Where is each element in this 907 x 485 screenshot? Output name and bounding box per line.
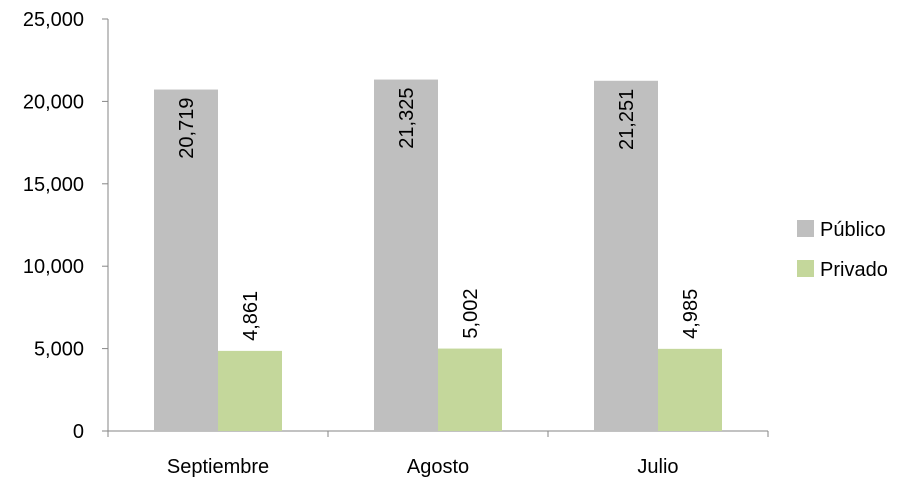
y-tick-label: 5,000 xyxy=(34,339,84,361)
x-category-label: Agosto xyxy=(407,456,469,478)
data-label-privado: 4,985 xyxy=(680,289,702,339)
axes: 0 5,000 10,000 15,000 20,000 25,000 Septiembre… xyxy=(23,9,769,478)
bar-público xyxy=(154,89,218,432)
y-tick-label: 10,000 xyxy=(23,256,84,278)
bar-privado xyxy=(658,348,722,431)
data-label-privado: 4,861 xyxy=(240,291,262,341)
y-tick-label: 0 xyxy=(73,421,84,443)
y-tick-label: 20,000 xyxy=(23,91,84,113)
data-labels: 20,719 4,861 21,325 5,002 21,251 4,985 xyxy=(176,88,702,341)
data-label-público: 21,251 xyxy=(616,89,638,150)
bar-privado xyxy=(438,348,502,431)
y-tick-label: 15,000 xyxy=(23,174,84,196)
y-tick-label: 25,000 xyxy=(23,9,84,31)
data-label-público: 20,719 xyxy=(176,98,198,159)
legend-swatch-privado xyxy=(797,260,814,277)
legend-label-público: Público xyxy=(820,219,886,241)
data-label-privado: 5,002 xyxy=(460,289,482,339)
bar-público xyxy=(594,80,658,432)
bars xyxy=(154,79,722,432)
x-category-label: Julio xyxy=(637,456,678,478)
legend-label-privado: Privado xyxy=(820,259,888,281)
legend-swatch-público xyxy=(797,220,814,237)
data-label-público: 21,325 xyxy=(396,88,418,149)
bar-público xyxy=(374,79,438,432)
bar-privado xyxy=(218,350,282,431)
x-category-label: Septiembre xyxy=(167,456,269,478)
legend: Público Privado xyxy=(797,219,888,281)
